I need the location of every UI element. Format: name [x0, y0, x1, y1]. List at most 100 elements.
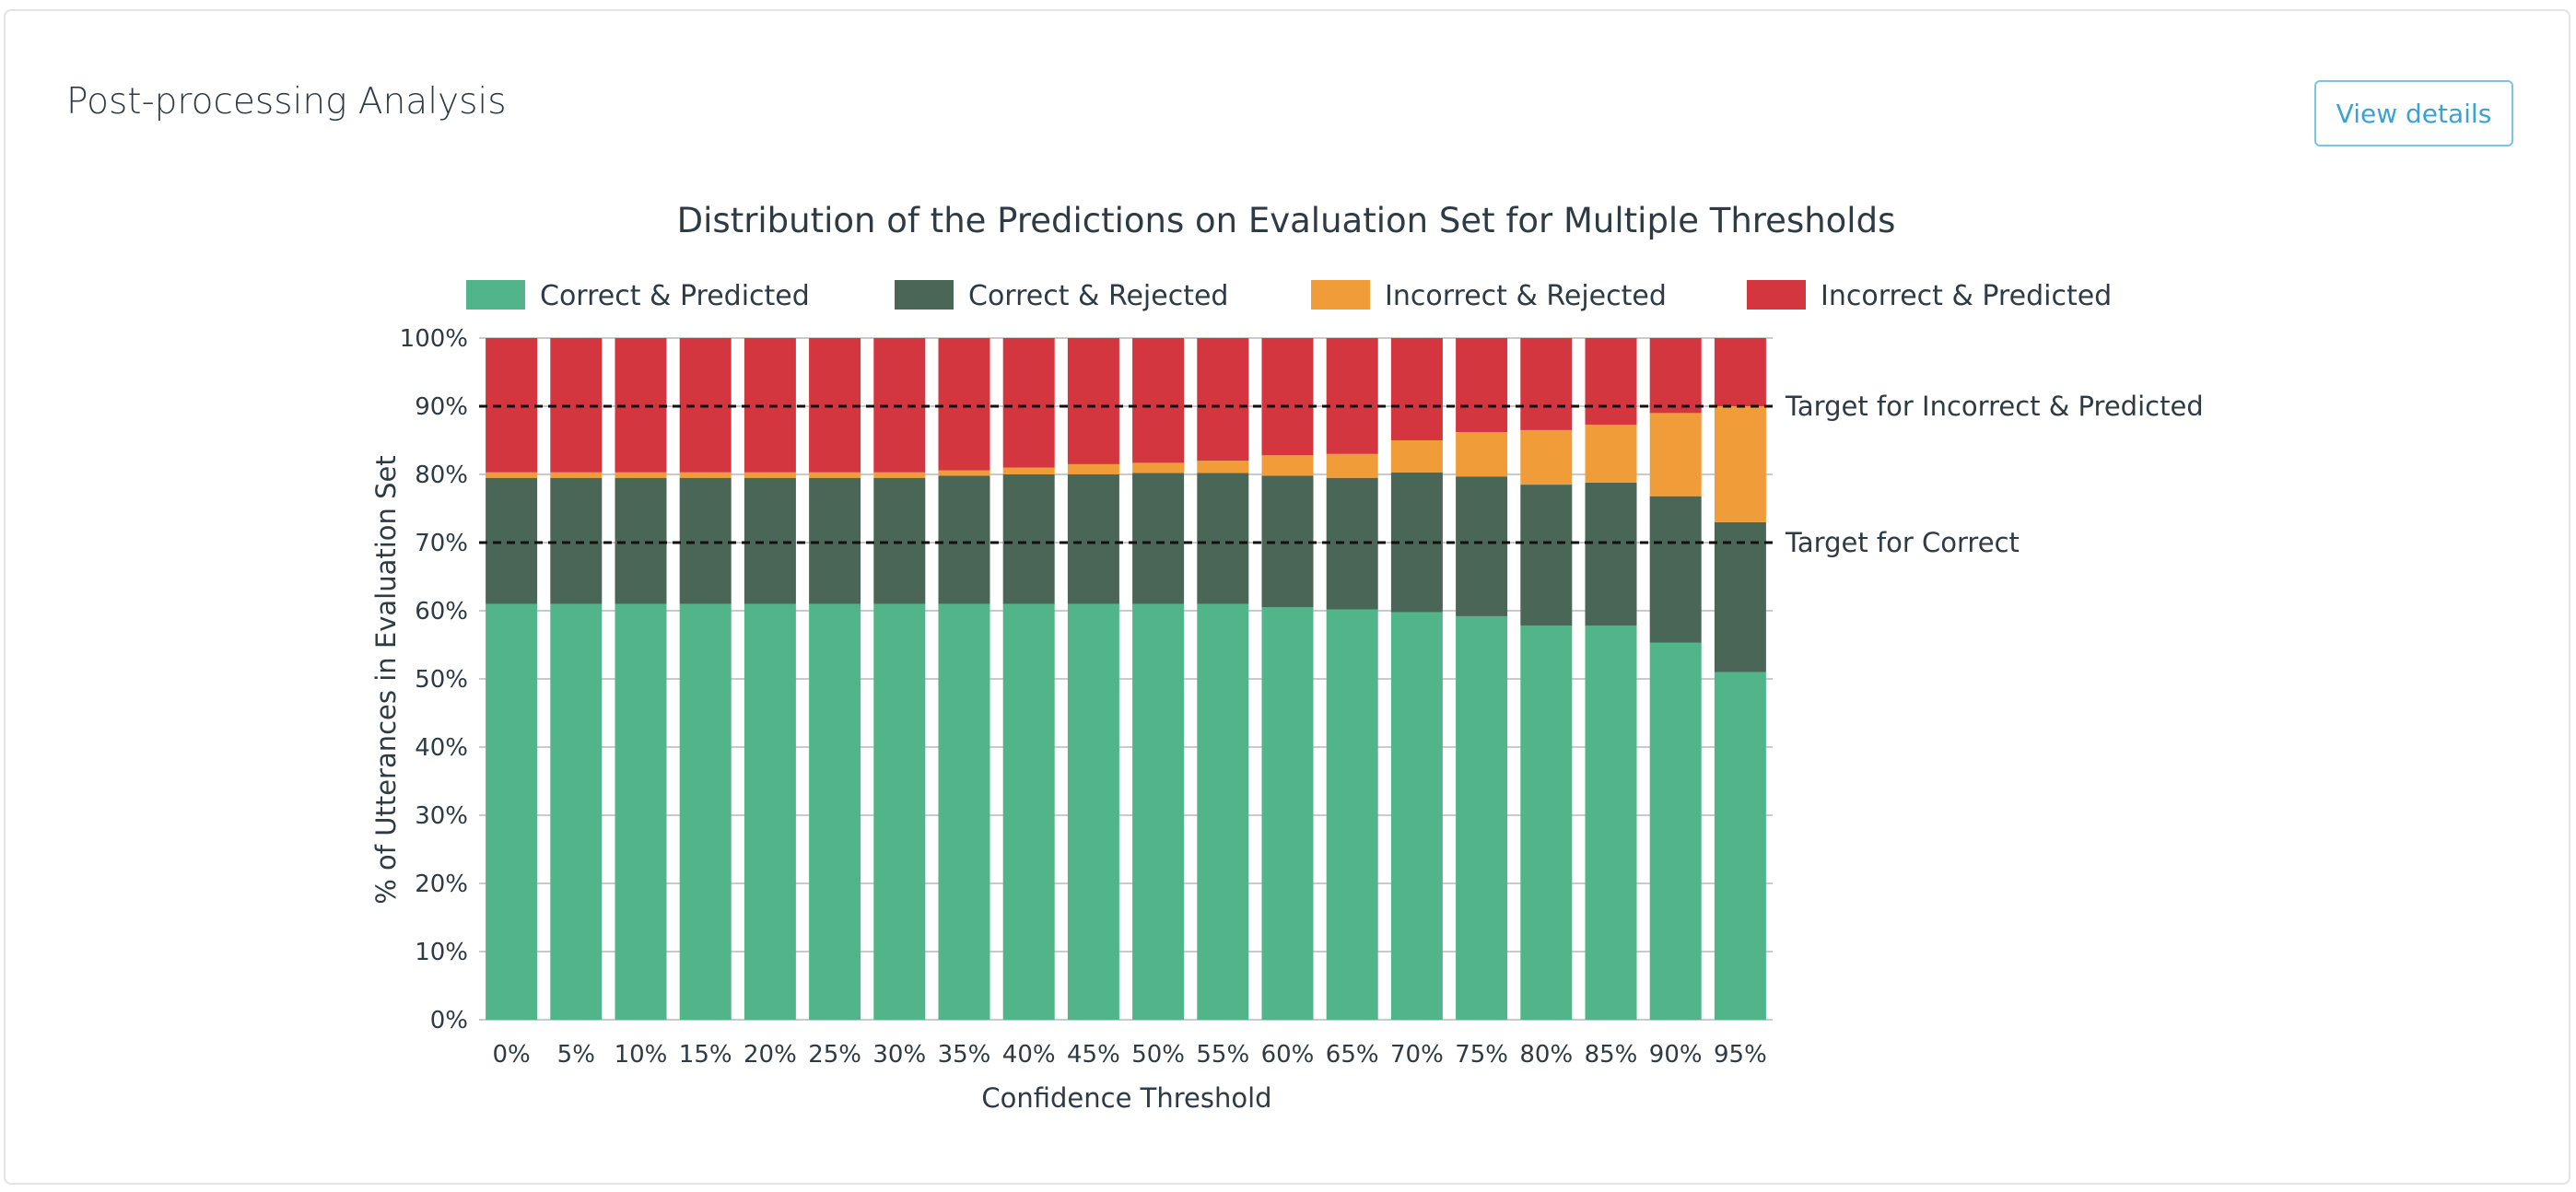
bar-correct-and-rejected [1649, 496, 1702, 643]
legend-label-incorrect-and-predicted: Incorrect & Predicted [1821, 280, 2112, 312]
bar-correct-and-predicted [1132, 603, 1185, 1020]
bar-correct-and-rejected [679, 477, 732, 604]
bar-incorrect-and-predicted [1649, 338, 1702, 414]
bar-correct-and-rejected [809, 477, 861, 604]
legend-swatch-correct-and-rejected [895, 280, 954, 310]
bar-incorrect-and-rejected [1714, 406, 1766, 522]
bar-correct-and-rejected [1132, 473, 1185, 604]
bar-correct-and-predicted [809, 603, 861, 1020]
bar-incorrect-and-predicted [1002, 338, 1055, 468]
bar-incorrect-and-rejected [550, 472, 603, 478]
bar-correct-and-predicted [1326, 609, 1378, 1020]
legend-swatch-incorrect-and-rejected [1311, 280, 1370, 310]
card-title: Post-processing Analysis [66, 81, 507, 123]
x-tick-label: 10% [615, 1041, 668, 1069]
bar-correct-and-predicted [744, 603, 796, 1020]
bar-incorrect-and-predicted [1067, 338, 1119, 464]
x-tick-label: 80% [1519, 1041, 1573, 1069]
y-tick-label: 30% [415, 802, 468, 830]
legend-label-correct-and-rejected: Correct & Rejected [968, 280, 1228, 312]
bar-incorrect-and-rejected [1456, 432, 1508, 477]
bar-incorrect-and-rejected [1067, 463, 1119, 474]
bar-incorrect-and-rejected [1326, 453, 1378, 478]
x-tick-label: 5% [557, 1041, 595, 1069]
target-label-target-for-incorrect-and-predicted: Target for Incorrect & Predicted [1785, 391, 2204, 422]
x-axis-label: Confidence Threshold [981, 1082, 1271, 1114]
bar-correct-and-rejected [1520, 485, 1573, 626]
bar-correct-and-predicted [873, 603, 926, 1020]
bar-correct-and-predicted [1714, 672, 1766, 1020]
bar-incorrect-and-rejected [938, 470, 990, 476]
x-tick-label: 0% [492, 1041, 530, 1069]
y-tick-label: 90% [415, 393, 468, 421]
bar-correct-and-rejected [1585, 482, 1637, 626]
y-tick-label: 0% [430, 1007, 468, 1034]
x-tick-label: 60% [1261, 1041, 1315, 1069]
legend-label-correct-and-predicted: Correct & Predicted [540, 280, 810, 312]
chart-title: Distribution of the Predictions on Evalu… [677, 201, 1896, 240]
bar-incorrect-and-rejected [1520, 429, 1573, 485]
y-tick-label: 40% [415, 734, 468, 762]
bar-correct-and-predicted [1002, 603, 1055, 1020]
bar-incorrect-and-rejected [486, 472, 538, 478]
bar-correct-and-predicted [1456, 615, 1508, 1020]
y-tick-label: 70% [415, 530, 468, 557]
x-tick-label: 50% [1131, 1041, 1185, 1069]
bar-correct-and-rejected [486, 477, 538, 604]
bar-correct-and-rejected [744, 477, 796, 604]
x-tick-label: 25% [808, 1041, 861, 1069]
chart-legend: Correct & Predicted Correct & Rejected Inc… [466, 280, 2112, 312]
bar-correct-and-predicted [679, 603, 732, 1020]
view-details-button[interactable]: View details [2314, 80, 2513, 146]
bar-correct-and-predicted [486, 603, 538, 1020]
bar-correct-and-predicted [1197, 603, 1249, 1020]
x-tick-label: 70% [1390, 1041, 1444, 1069]
y-tick-label: 10% [415, 939, 468, 966]
bar-incorrect-and-predicted [1197, 338, 1249, 462]
bar-incorrect-and-rejected [1197, 461, 1249, 473]
bar-correct-and-predicted [938, 603, 990, 1020]
x-tick-label: 55% [1196, 1041, 1249, 1069]
bar-incorrect-and-rejected [1585, 424, 1637, 483]
grid-lines [479, 337, 1773, 1021]
bar-correct-and-predicted [1067, 603, 1119, 1020]
x-tick-label: 15% [679, 1041, 732, 1069]
bar-incorrect-and-predicted [1261, 338, 1314, 456]
x-tick-label: 90% [1649, 1041, 1703, 1069]
bar-correct-and-rejected [1002, 474, 1055, 604]
bar-incorrect-and-predicted [1456, 338, 1508, 433]
bar-incorrect-and-rejected [873, 472, 926, 478]
bar-correct-and-rejected [1067, 474, 1119, 604]
bar-incorrect-and-predicted [1326, 338, 1378, 454]
y-tick-label: 20% [415, 871, 468, 898]
x-tick-label: 75% [1455, 1041, 1508, 1069]
bars [486, 338, 1766, 1020]
bar-incorrect-and-predicted [1132, 338, 1185, 463]
bar-incorrect-and-rejected [679, 472, 732, 478]
bar-incorrect-and-predicted [1390, 338, 1443, 440]
bar-correct-and-predicted [615, 603, 667, 1020]
bar-correct-and-rejected [1714, 521, 1766, 672]
legend-swatch-correct-and-predicted [466, 280, 525, 310]
bar-incorrect-and-rejected [1390, 440, 1443, 473]
x-ticks: 0% 5% 10% 15% 20% 25% 30% 35% 40% 45% 50% 55% 60% 65%… [492, 1041, 1766, 1069]
target-label-target-for-correct: Target for Correct [1785, 527, 2020, 558]
bar-correct-and-predicted [1261, 607, 1314, 1020]
y-ticks: 0% 10% 20% 30% 40% 50% 60% 70% 80% 90% 100% [400, 325, 468, 1034]
y-tick-label: 80% [415, 462, 468, 489]
bar-correct-and-predicted [1520, 625, 1573, 1020]
y-axis-label: % of Utterances in Evaluation Set [370, 455, 402, 904]
bar-correct-and-rejected [1197, 473, 1249, 604]
bar-incorrect-and-rejected [1261, 455, 1314, 476]
y-tick-label: 60% [415, 598, 468, 625]
bar-incorrect-and-predicted [1714, 338, 1766, 406]
bar-correct-and-rejected [615, 477, 667, 604]
bar-correct-and-rejected [938, 475, 990, 604]
y-tick-label: 100% [400, 325, 468, 353]
bar-incorrect-and-predicted [1520, 338, 1573, 430]
y-tick-label: 50% [415, 666, 468, 694]
bar-incorrect-and-rejected [1649, 413, 1702, 497]
target-lines: Target for Incorrect & Predicted Target f… [479, 391, 2204, 558]
x-tick-label: 30% [872, 1041, 926, 1069]
